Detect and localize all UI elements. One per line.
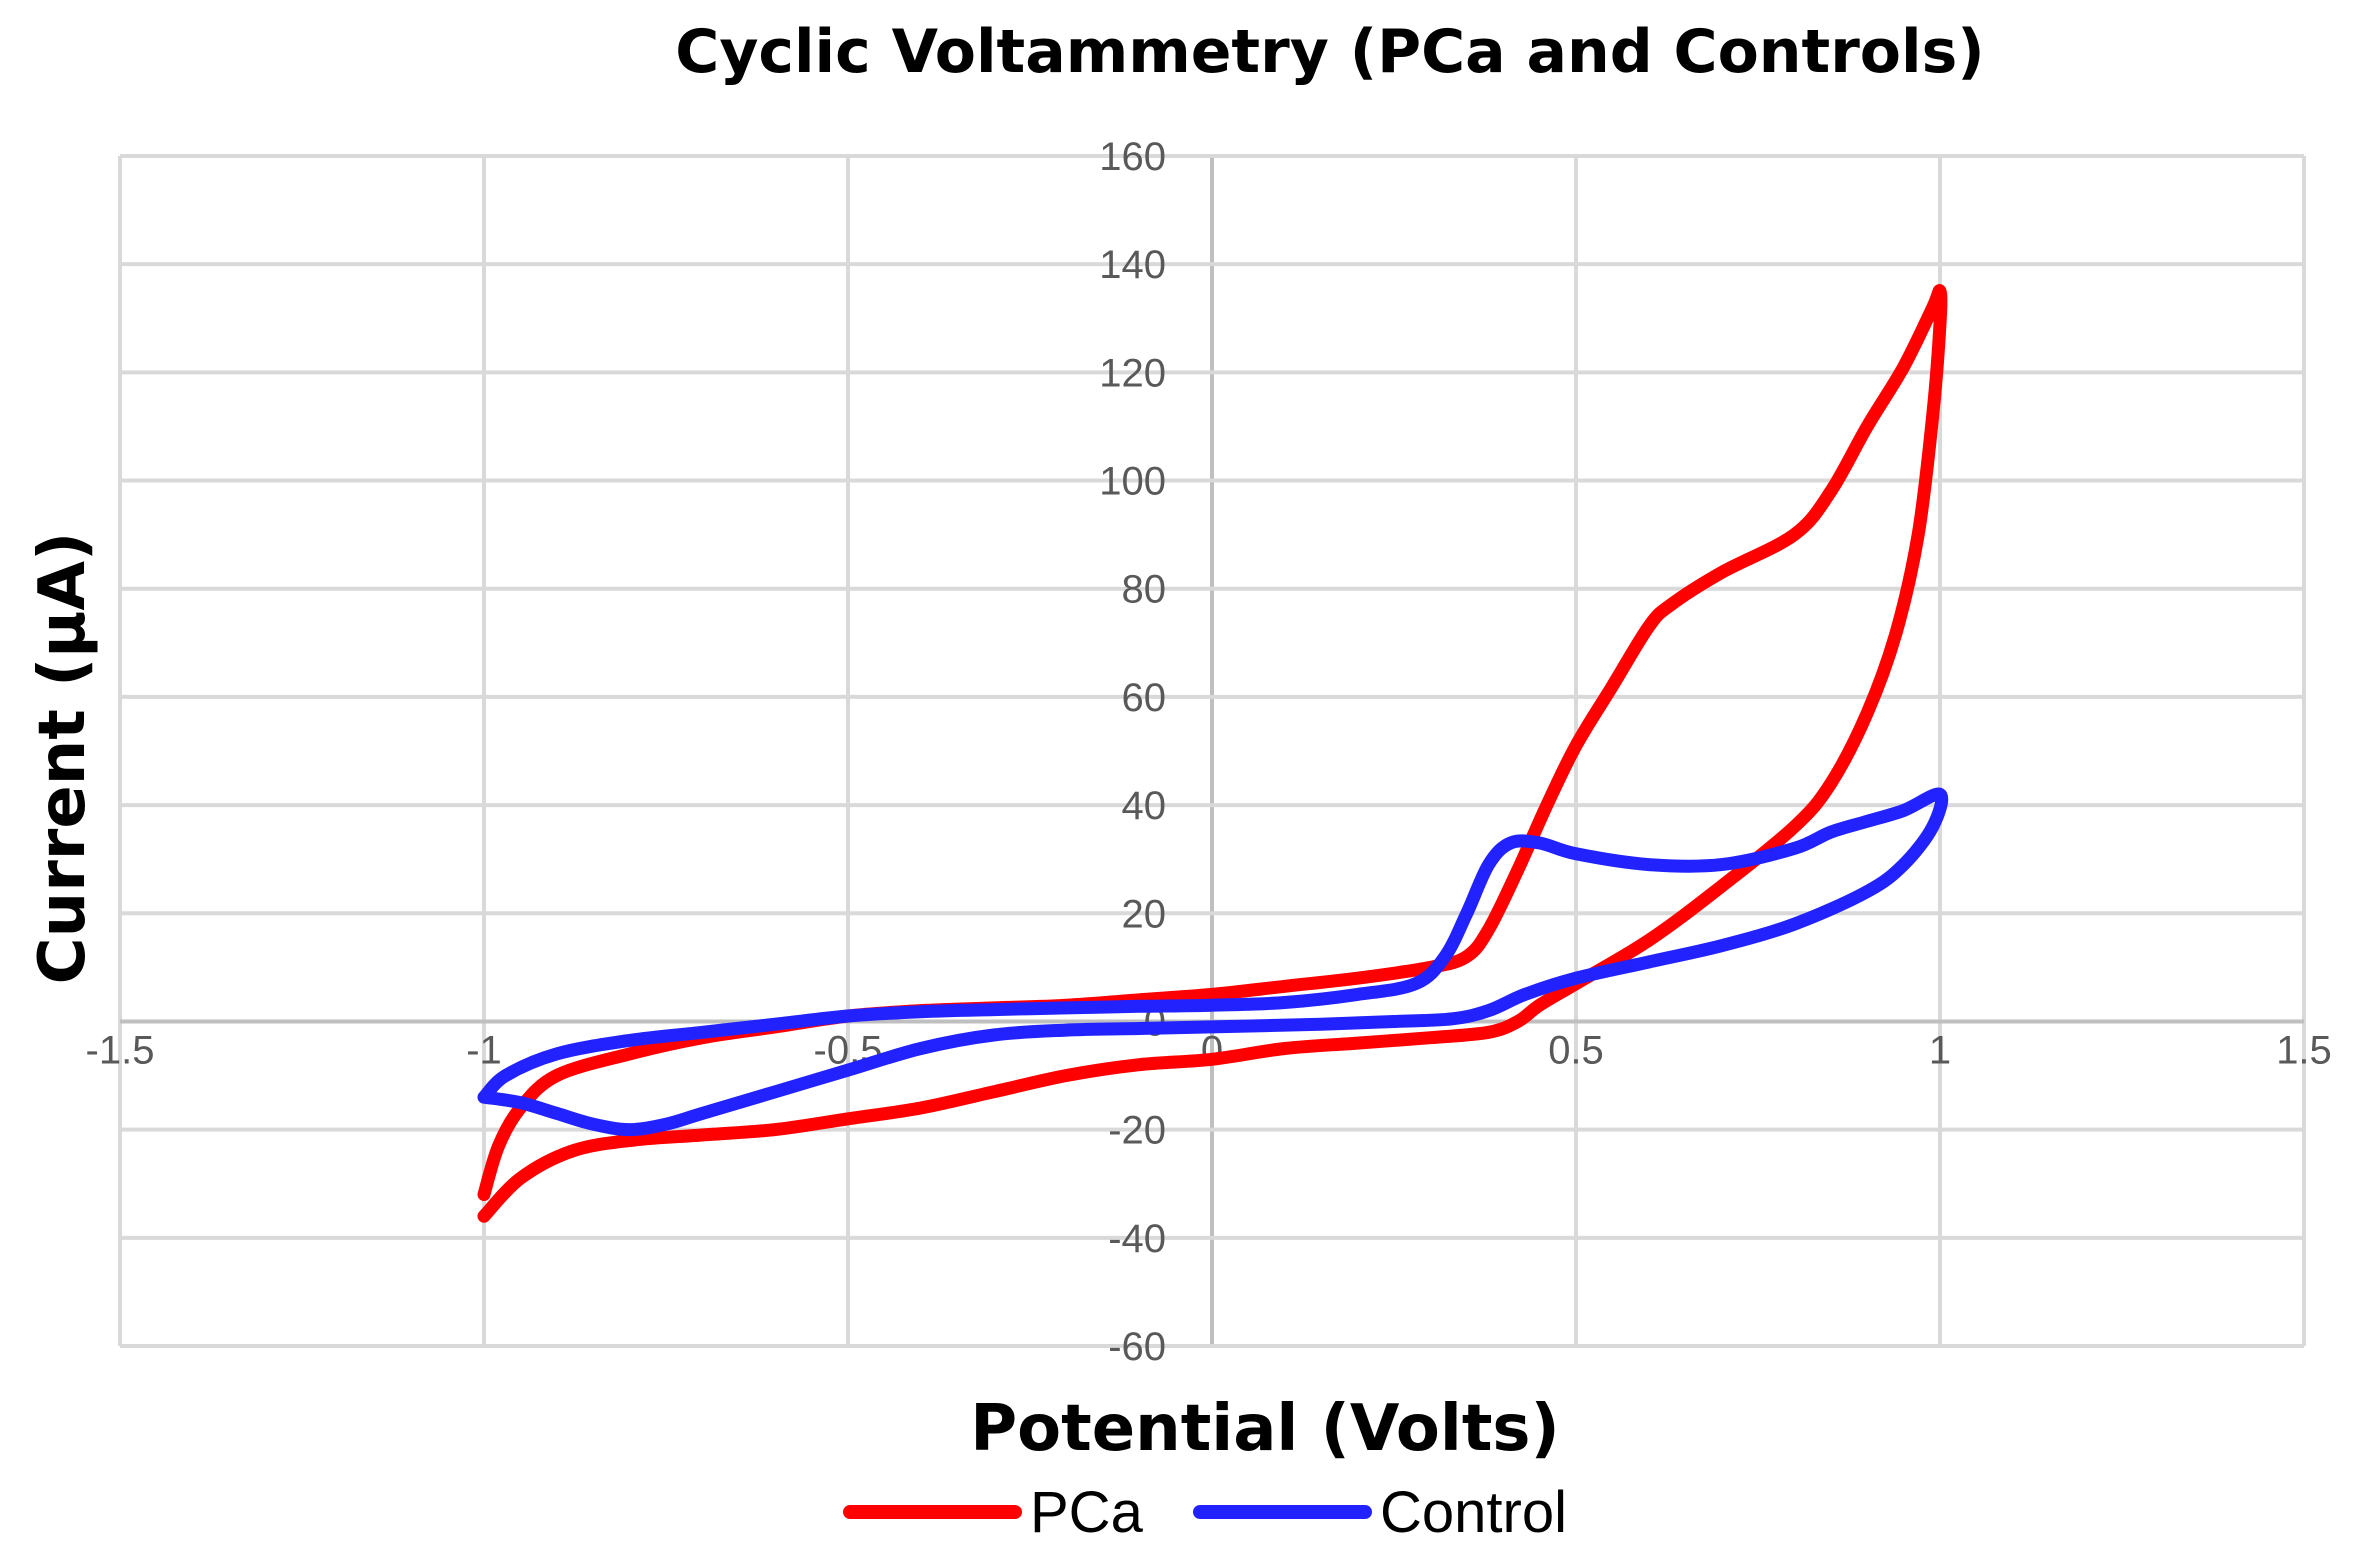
- legend: PCa Control: [843, 1480, 1567, 1545]
- y-tick-label: 40: [1122, 784, 1167, 828]
- series-line-control: [477, 787, 1949, 1137]
- tick-labels: -1.5 -1 -0.5 0 0.5 1 1.5-60-40-200204060801001…: [86, 135, 2332, 1369]
- y-tick-label: 140: [1099, 243, 1166, 287]
- x-tick-label: 0.5: [1548, 1028, 1604, 1072]
- x-tick-label: 1.5: [2276, 1028, 2332, 1072]
- y-tick-label: -20: [1108, 1109, 1166, 1153]
- grid: [118, 154, 2306, 1348]
- x-tick-label: -1: [466, 1028, 502, 1072]
- y-tick-label: 60: [1122, 676, 1167, 720]
- y-tick-label: 20: [1122, 892, 1167, 936]
- y-tick-label: -60: [1108, 1325, 1166, 1369]
- legend-label-control: Control: [1380, 1480, 1567, 1545]
- legend-label-pca: PCa: [1030, 1480, 1144, 1545]
- y-tick-label: 160: [1099, 135, 1166, 179]
- x-tick-label: -1.5: [86, 1028, 155, 1072]
- chart-title: Cyclic Voltammetry (PCa and Controls): [675, 17, 1984, 87]
- x-tick-label: 1: [1929, 1028, 1951, 1072]
- y-tick-label: 100: [1099, 460, 1166, 504]
- y-axis-title: Current (μA): [26, 532, 100, 985]
- y-tick-label: 80: [1122, 568, 1167, 612]
- series-lines: [477, 284, 1949, 1223]
- x-axis-title: Potential (Volts): [970, 1392, 1560, 1466]
- y-tick-label: 120: [1099, 351, 1166, 395]
- y-tick-label: -40: [1108, 1217, 1166, 1261]
